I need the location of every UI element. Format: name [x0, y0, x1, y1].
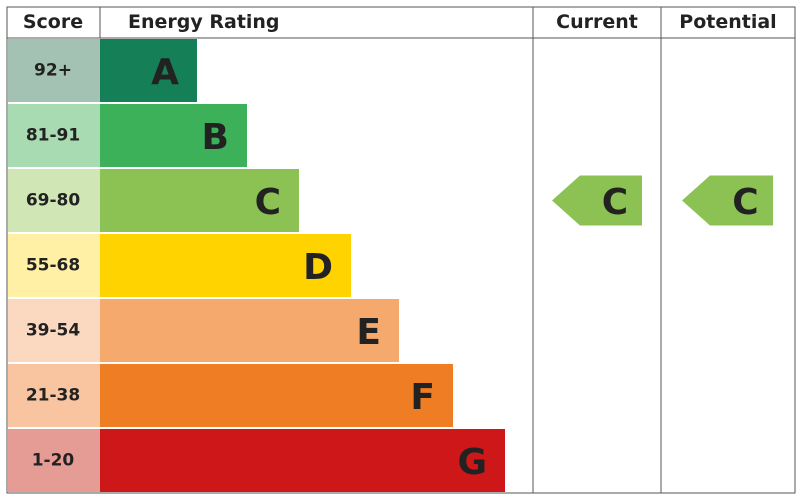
- rating-letter: A: [151, 52, 179, 93]
- score-label: 1-20: [32, 451, 75, 471]
- rating-letter: E: [356, 312, 381, 353]
- frame: [6, 6, 796, 494]
- score-cell: [8, 364, 100, 427]
- score-cell: [8, 104, 100, 167]
- current-arrow: [552, 175, 642, 226]
- rating-bar: [100, 429, 505, 492]
- rating-bar: [100, 39, 197, 102]
- score-label: 69-80: [26, 191, 81, 211]
- rating-bar: [100, 234, 351, 297]
- rating-bar: [100, 104, 247, 167]
- rating-bar: [100, 364, 453, 427]
- rating-letter: F: [410, 377, 435, 418]
- score-label: 55-68: [26, 256, 80, 276]
- score-label: 92+: [34, 61, 72, 81]
- score-cell: [8, 169, 100, 232]
- rating-bar: [100, 299, 399, 362]
- score-label: 39-54: [26, 321, 81, 341]
- rating-letter: B: [202, 117, 229, 158]
- score-label: 81-91: [26, 126, 80, 146]
- header-potential: Potential: [679, 11, 776, 33]
- header-rating: Energy Rating: [128, 11, 280, 33]
- potential-label: C: [732, 182, 758, 223]
- score-label: 21-38: [26, 386, 80, 406]
- potential-arrow: [682, 175, 773, 226]
- rating-letter: D: [303, 247, 333, 288]
- rating-letter: C: [255, 182, 281, 223]
- rating-bar: [100, 169, 299, 232]
- header-score: Score: [23, 11, 83, 33]
- rating-letter: G: [457, 442, 487, 483]
- current-label: C: [602, 182, 628, 223]
- score-cell: [8, 39, 100, 102]
- header-current: Current: [556, 11, 638, 33]
- score-cell: [8, 429, 100, 492]
- score-cell: [8, 234, 100, 297]
- score-cell: [8, 299, 100, 362]
